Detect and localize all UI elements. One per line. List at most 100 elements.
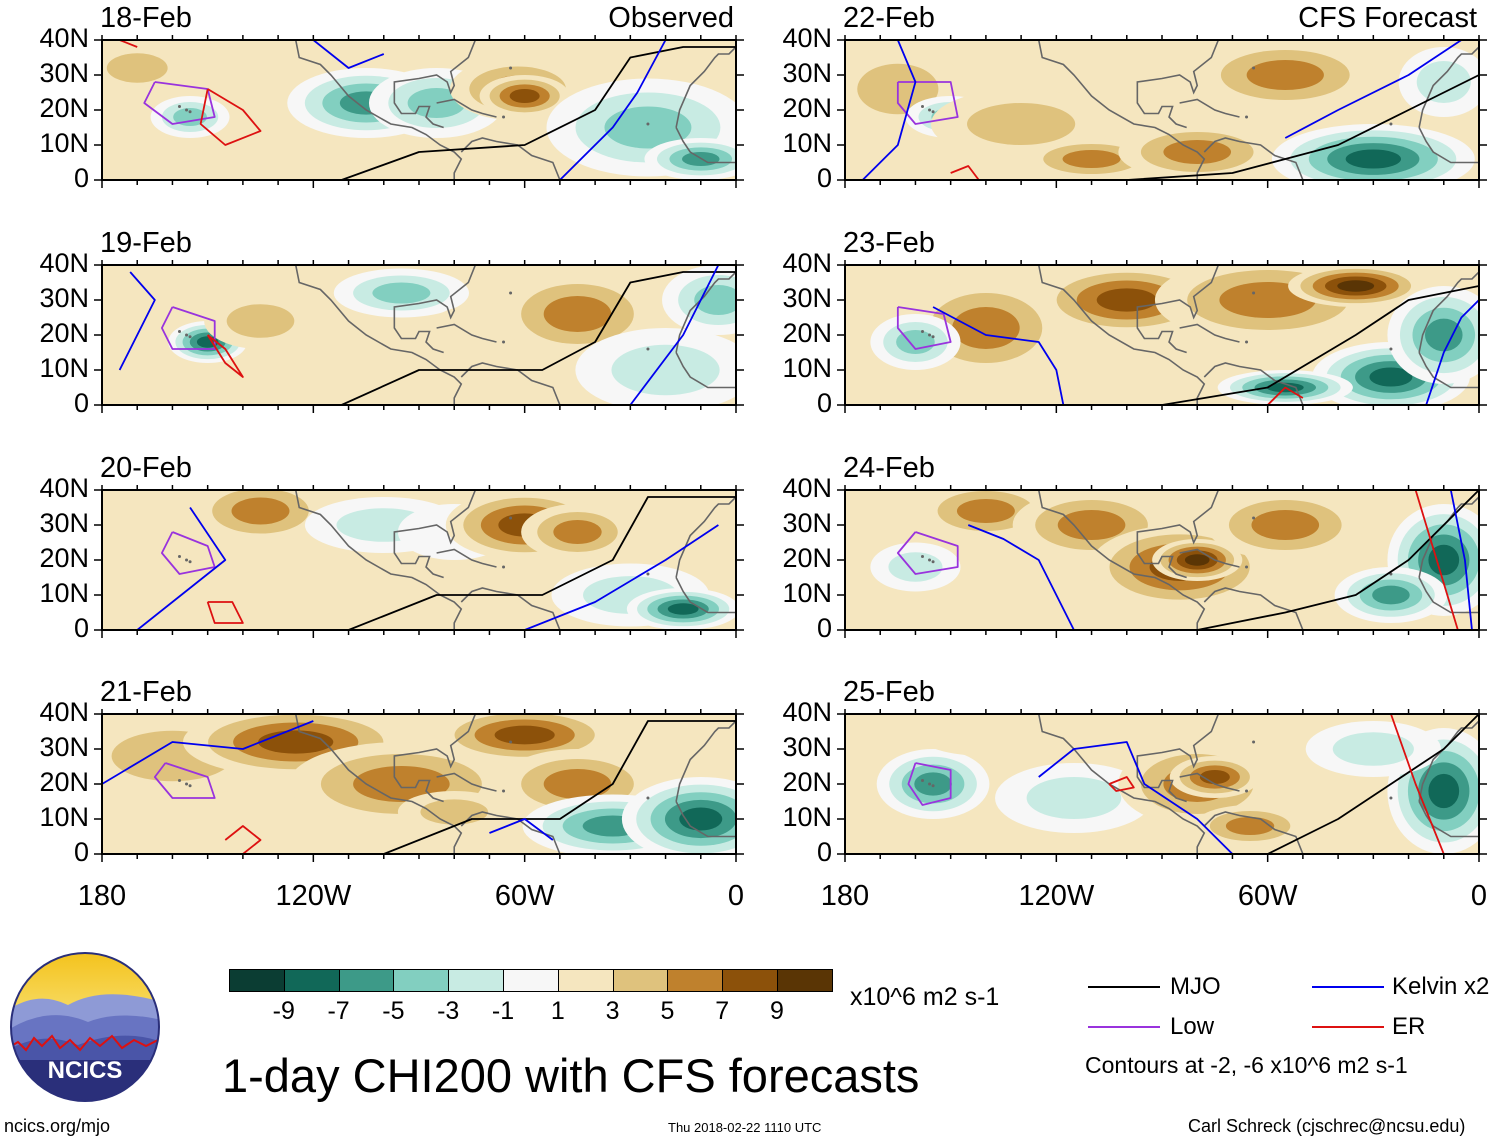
contour-line bbox=[1197, 490, 1479, 630]
chi200-shading bbox=[1345, 149, 1401, 169]
island bbox=[928, 333, 932, 337]
chi200-shading bbox=[1062, 150, 1121, 168]
lat-tick-label: 0 bbox=[73, 388, 89, 418]
chi200-shading bbox=[918, 714, 1054, 756]
chi200-shading bbox=[372, 282, 431, 304]
coastline bbox=[1136, 763, 1187, 803]
coastline bbox=[675, 496, 736, 578]
colorbar-swatch bbox=[393, 969, 450, 992]
chi200-shading bbox=[1428, 544, 1460, 576]
chi200-shading bbox=[1332, 732, 1414, 766]
website-link[interactable]: ncics.org/mjo bbox=[4, 1116, 111, 1136]
island bbox=[1252, 516, 1256, 520]
chi200-shading bbox=[667, 603, 699, 615]
chi200-map bbox=[94, 260, 744, 413]
coastline bbox=[1136, 490, 1220, 545]
colorbar-swatch bbox=[612, 969, 669, 992]
colorbar-tick-label: -1 bbox=[491, 997, 515, 1025]
contour-line bbox=[967, 524, 1075, 630]
contour-line bbox=[206, 601, 244, 624]
panel-date-label: 18-Feb bbox=[100, 2, 192, 34]
island bbox=[502, 115, 506, 119]
contour-line bbox=[102, 720, 314, 785]
contour-line bbox=[559, 40, 667, 180]
chi200-shading bbox=[543, 296, 612, 332]
contour-line bbox=[1267, 386, 1304, 405]
coastline bbox=[1418, 577, 1479, 614]
lat-tick-label: 20N bbox=[782, 318, 832, 348]
island bbox=[1245, 115, 1249, 119]
lat-tick-label: 0 bbox=[816, 163, 832, 193]
lat-tick-label: 30N bbox=[782, 283, 832, 313]
chi200-shading bbox=[106, 53, 168, 83]
forecast-label: CFS Forecast bbox=[1298, 2, 1477, 34]
contour-line bbox=[1414, 490, 1459, 630]
contour-line bbox=[907, 762, 952, 806]
colorbar-swatch bbox=[777, 969, 833, 992]
lon-tick-label: 60W bbox=[494, 880, 555, 912]
island bbox=[646, 122, 650, 126]
contour-line bbox=[1390, 714, 1445, 854]
chi200-shading bbox=[494, 725, 555, 745]
lat-tick-label: 20N bbox=[782, 93, 832, 123]
coastline bbox=[1136, 539, 1187, 579]
lat-tick-label: 40N bbox=[782, 697, 832, 727]
lon-tick-label: 0 bbox=[1470, 880, 1488, 912]
island bbox=[188, 560, 192, 564]
island bbox=[928, 108, 932, 112]
contour-line bbox=[341, 271, 736, 405]
island bbox=[1389, 122, 1393, 126]
chi200-shading bbox=[353, 766, 450, 802]
coastline bbox=[1136, 314, 1187, 354]
coastline bbox=[1037, 40, 1206, 180]
island bbox=[1252, 66, 1256, 70]
chi200-shading bbox=[173, 108, 207, 126]
chi200-shading bbox=[1428, 773, 1460, 809]
lat-tick-label: 40N bbox=[782, 248, 832, 278]
chi200-shading bbox=[258, 730, 334, 754]
chi200-shading bbox=[611, 344, 720, 396]
contour-line bbox=[1161, 285, 1479, 405]
island bbox=[1245, 565, 1249, 569]
lat-tick-label: 40N bbox=[39, 23, 89, 53]
mjo-legend-label: MJO bbox=[1170, 973, 1221, 1000]
colorbar-tick-label: 5 bbox=[660, 997, 675, 1025]
island bbox=[177, 779, 181, 782]
contours-note: Contours at -2, -6 x10^6 m2 s-1 bbox=[1085, 1052, 1408, 1078]
chi200-shading bbox=[1246, 60, 1324, 90]
island bbox=[1389, 347, 1393, 351]
coastline bbox=[675, 352, 736, 389]
panel-date-label: 19-Feb bbox=[100, 227, 192, 259]
contour-line bbox=[1267, 714, 1479, 854]
colorbar-swatch bbox=[503, 969, 559, 992]
coastline bbox=[460, 587, 561, 630]
colorbar-units: x10^6 m2 s-1 bbox=[850, 983, 1000, 1011]
contour-line bbox=[118, 271, 156, 371]
lat-tick-label: 20N bbox=[39, 93, 89, 123]
colorbar-tick-label: -5 bbox=[382, 997, 405, 1025]
colorbar-swatch bbox=[283, 969, 340, 992]
coastline bbox=[393, 40, 477, 95]
island bbox=[1389, 796, 1393, 800]
island bbox=[509, 516, 513, 520]
mjo-legend-line bbox=[1088, 986, 1160, 988]
coastline bbox=[393, 314, 444, 354]
chi200-map bbox=[94, 35, 744, 188]
chi200-shading bbox=[1251, 510, 1320, 540]
coastline bbox=[460, 137, 561, 180]
colorbar-tick-label: 7 bbox=[715, 997, 730, 1025]
contour-line bbox=[206, 334, 244, 378]
coastline bbox=[393, 539, 444, 579]
contour-line bbox=[1284, 40, 1462, 139]
island bbox=[185, 108, 189, 112]
contour-line bbox=[143, 81, 216, 125]
chi200-shading bbox=[102, 490, 212, 539]
chi200-shading bbox=[226, 304, 295, 338]
low-legend-label: Low bbox=[1170, 1013, 1215, 1040]
coastline bbox=[675, 271, 736, 353]
island bbox=[1245, 340, 1249, 344]
panel-date-label: 20-Feb bbox=[100, 452, 192, 484]
contour-line bbox=[136, 506, 227, 630]
lat-tick-label: 10N bbox=[782, 353, 832, 383]
island bbox=[920, 779, 924, 782]
